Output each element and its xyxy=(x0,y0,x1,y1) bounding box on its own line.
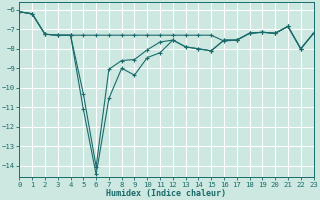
X-axis label: Humidex (Indice chaleur): Humidex (Indice chaleur) xyxy=(107,189,227,198)
